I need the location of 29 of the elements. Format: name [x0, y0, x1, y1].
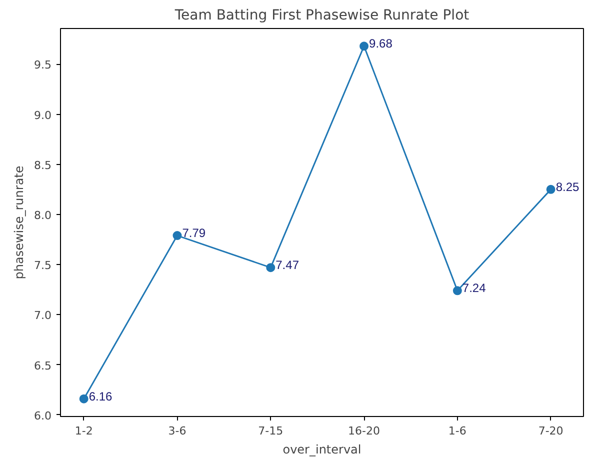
- point: [79, 394, 88, 404]
- y-tick-label: 9.5: [34, 58, 52, 72]
- data-label: 8.25: [556, 180, 580, 194]
- x-tick-label: 7-20: [538, 424, 564, 438]
- data-label: 7.79: [182, 226, 206, 240]
- y-tick-label: 7.0: [34, 309, 52, 322]
- y-axis-title: phasewise_runrate: [12, 166, 26, 280]
- y-tick-label: 6.0: [34, 409, 52, 422]
- y-tick-label: 7.5: [34, 259, 52, 272]
- x-tick-label: 3-6: [168, 424, 186, 438]
- x-tick-label: 16-20: [348, 424, 380, 438]
- point: [266, 263, 276, 272]
- y-tick-label: 9.0: [34, 108, 52, 122]
- point: [172, 231, 182, 240]
- point: [452, 286, 462, 296]
- point: [546, 184, 556, 194]
- y-tick-label: 8.5: [34, 158, 52, 172]
- data-label: 6.16: [88, 389, 113, 404]
- data-label: 7.24: [462, 281, 486, 296]
- x-tick-label: 1-6: [448, 424, 466, 438]
- point: [360, 42, 369, 51]
- x-tick-label: 7-15: [258, 424, 284, 438]
- y-tick-label: 6.5: [34, 359, 52, 372]
- x-axis-title: over_interval: [282, 442, 362, 456]
- data-label: 9.68: [369, 36, 393, 51]
- x-tick-label: 1-2: [74, 424, 93, 438]
- data-label: 7.47: [276, 258, 300, 272]
- chart-title: Team Batting First Phasewise Runrate Plot: [174, 8, 470, 24]
- y-tick-label: 8.0: [34, 208, 52, 222]
